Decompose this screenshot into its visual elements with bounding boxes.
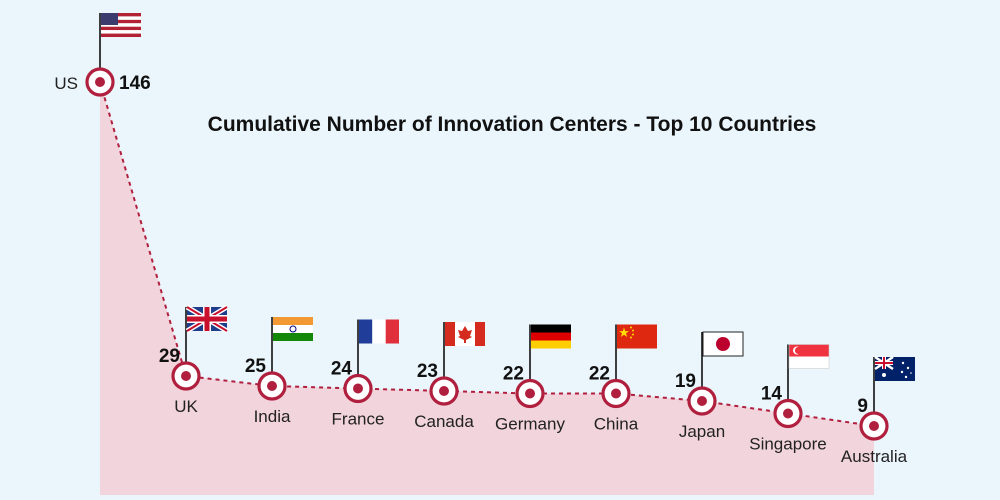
value-label-japan: 19	[675, 371, 696, 392]
flag-singapore-icon	[788, 344, 830, 369]
category-label-singapore: Singapore	[749, 435, 827, 454]
data-point-canada: 23 Canada	[414, 322, 485, 431]
flag-us-icon	[101, 13, 141, 38]
value-label-india: 25	[245, 356, 267, 377]
area-fill	[100, 82, 874, 495]
value-label-germany: 22	[503, 364, 524, 385]
category-label-japan: Japan	[679, 422, 725, 441]
value-label-us: 146	[119, 73, 151, 94]
data-point-us: 146 US	[54, 13, 151, 97]
data-point-china: 22 China	[589, 324, 657, 434]
category-label-australia: Australia	[841, 447, 908, 466]
marker-dot	[439, 386, 449, 396]
category-label-canada: Canada	[414, 412, 474, 431]
data-point-germany: 22 Germany	[495, 324, 571, 434]
data-point-france: 24 France	[331, 319, 399, 429]
flag-canada-icon	[445, 322, 485, 346]
flag-japan-icon	[702, 331, 744, 357]
marker-dot	[697, 396, 707, 406]
marker-dot	[783, 408, 793, 419]
data-point-japan: 19 Japan	[675, 331, 744, 441]
marker-dot	[525, 388, 535, 399]
category-label-us: US	[54, 74, 78, 93]
data-point-australia: 9 Australia	[841, 355, 915, 466]
series-line	[99, 81, 875, 427]
category-label-uk: UK	[174, 397, 198, 416]
flag-china-icon	[617, 324, 657, 349]
marker-dot	[353, 383, 363, 394]
marker-dot	[267, 381, 277, 391]
value-label-canada: 23	[417, 361, 438, 382]
data-point-uk: 29 UK	[159, 304, 229, 416]
flag-uk-icon	[185, 304, 229, 334]
data-point-india: 25 India	[245, 317, 313, 426]
category-label-india: India	[254, 407, 291, 426]
value-label-china: 22	[589, 364, 610, 385]
marker-dot	[869, 421, 879, 431]
data-point-singapore: 14 Singapore	[749, 344, 830, 454]
value-label-france: 24	[331, 359, 353, 380]
flag-germany-icon	[531, 324, 571, 349]
category-label-france: France	[332, 410, 385, 429]
marker-dot	[611, 388, 621, 399]
flag-france-icon	[359, 319, 399, 344]
value-label-uk: 29	[159, 346, 180, 367]
flag-australia-icon	[874, 355, 915, 381]
value-label-australia: 9	[857, 396, 868, 417]
marker-dot	[181, 371, 191, 381]
flag-india-icon	[273, 317, 313, 341]
value-label-singapore: 14	[761, 384, 783, 405]
chart-title: Cumulative Number of Innovation Centers …	[208, 113, 817, 136]
category-label-china: China	[594, 415, 639, 434]
category-label-germany: Germany	[495, 415, 565, 434]
marker-dot	[95, 77, 105, 87]
